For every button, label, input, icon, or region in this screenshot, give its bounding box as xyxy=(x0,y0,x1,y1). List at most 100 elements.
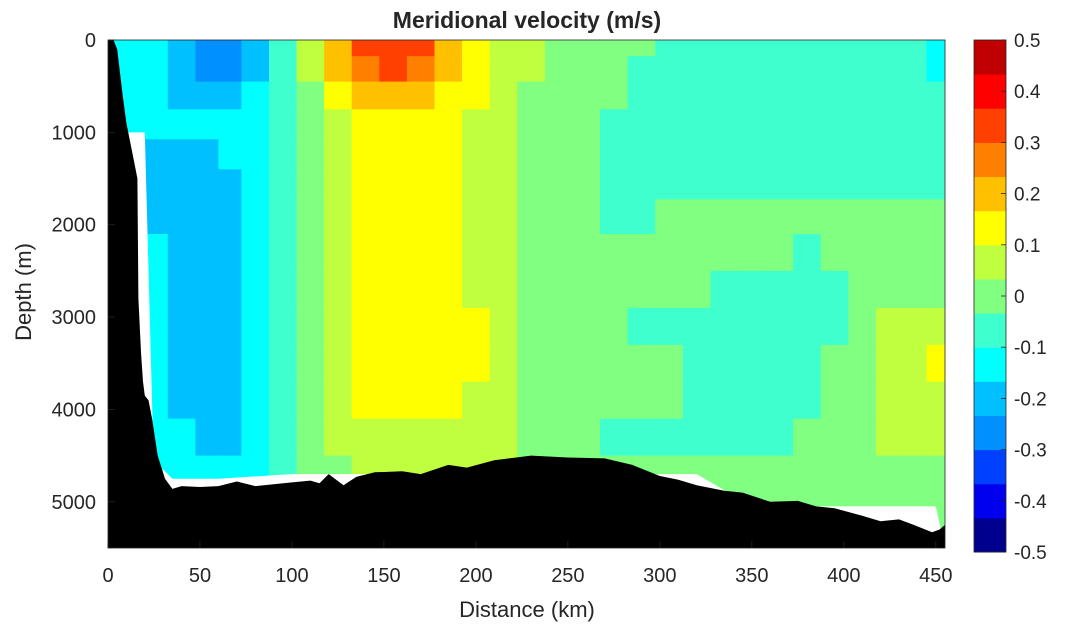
heatmap-cell xyxy=(324,381,353,420)
heatmap-cell xyxy=(765,234,794,272)
x-tick-label: 150 xyxy=(367,565,400,587)
heatmap-cell xyxy=(600,418,629,457)
heatmap-cell xyxy=(738,455,767,489)
heatmap-cell xyxy=(848,270,877,309)
heatmap-cell xyxy=(296,234,325,272)
heatmap-cell xyxy=(926,199,945,235)
x-tick-label: 300 xyxy=(643,565,676,587)
heatmap-cell xyxy=(627,169,656,200)
colorbar-segment xyxy=(974,244,1006,280)
y-tick-label: 4000 xyxy=(52,399,97,421)
heatmap-cell xyxy=(903,455,928,489)
heatmap-cell xyxy=(241,199,270,235)
colorbar-segment xyxy=(974,313,1006,348)
colorbar-segment xyxy=(974,74,1006,109)
heatmap-cell xyxy=(903,234,928,272)
heatmap-cell xyxy=(167,199,196,235)
heatmap-cell xyxy=(738,381,767,420)
heatmap-cell xyxy=(627,344,656,383)
heatmap-cell xyxy=(903,418,928,457)
heatmap-cell xyxy=(710,381,739,420)
heatmap-cell xyxy=(544,139,574,170)
heatmap-cell xyxy=(600,381,629,420)
heatmap-cell xyxy=(489,381,518,420)
heatmap-cell xyxy=(379,270,408,309)
heatmap-cell xyxy=(406,270,436,309)
heatmap-cell xyxy=(241,81,270,110)
heatmap-cell xyxy=(600,234,629,272)
heatmap-cell xyxy=(351,56,380,83)
heatmap-cell xyxy=(434,169,463,200)
heatmap-cell xyxy=(572,139,601,170)
heatmap-cell xyxy=(655,81,684,110)
heatmap-cell xyxy=(926,56,945,83)
plot-frame xyxy=(107,39,946,549)
heatmap-cell xyxy=(876,455,905,489)
heatmap-cell xyxy=(710,270,739,309)
heatmap-cell xyxy=(351,381,380,420)
bathymetry-seafloor xyxy=(108,40,945,548)
heatmap-cell xyxy=(489,139,518,170)
heatmap-cell xyxy=(167,81,196,110)
heatmap-cell xyxy=(406,234,436,272)
heatmap-cell xyxy=(241,169,270,200)
heatmap-cell xyxy=(600,169,629,200)
heatmap-cell xyxy=(241,418,270,457)
heatmap-cell xyxy=(195,381,219,420)
heatmap-cell xyxy=(218,169,242,200)
heatmap-cell xyxy=(682,418,712,457)
heatmap-cell xyxy=(241,344,270,383)
heatmap-cell xyxy=(572,418,601,457)
heatmap-cell xyxy=(793,234,822,272)
heatmap-cell xyxy=(876,307,905,346)
heatmap-cell xyxy=(655,418,684,457)
colorbar-segment xyxy=(974,347,1006,382)
heatmap-cell xyxy=(765,307,794,346)
y-tick-label: 2000 xyxy=(52,215,97,237)
heatmap-cell xyxy=(406,139,436,170)
heatmap-cell xyxy=(848,169,877,200)
heatmap-cell xyxy=(462,199,491,235)
heatmap-cell xyxy=(600,81,629,110)
heatmap-cell xyxy=(167,307,196,346)
heatmap-cell xyxy=(379,139,408,170)
heatmap-cell xyxy=(195,418,219,457)
heatmap-cell xyxy=(269,139,298,170)
heatmap-cell xyxy=(434,40,463,57)
heatmap-cell xyxy=(269,234,298,272)
heatmap-cell xyxy=(820,418,849,457)
heatmap-cell xyxy=(572,199,601,235)
heatmap-cell xyxy=(765,81,794,110)
heatmap-cell xyxy=(926,344,945,383)
heatmap-cell xyxy=(572,109,601,140)
heatmap-cell xyxy=(379,199,408,235)
y-axis-label: Depth (m) xyxy=(11,243,36,341)
heatmap-cell xyxy=(517,234,546,272)
heatmap-cell xyxy=(406,109,436,140)
heatmap-cell xyxy=(462,307,491,346)
heatmap-cell xyxy=(820,139,849,170)
heatmap-cell xyxy=(738,169,767,200)
heatmap-cell xyxy=(627,381,656,420)
colorbar-segment xyxy=(974,210,1006,246)
heatmap-cell xyxy=(434,418,463,457)
heatmap-cell xyxy=(241,270,270,309)
heatmap-cell xyxy=(710,169,739,200)
heatmap-cell xyxy=(655,40,684,57)
heatmap-cell xyxy=(544,381,574,420)
heatmap-cell xyxy=(655,270,684,309)
heatmap-cell xyxy=(269,344,298,383)
heatmap-cell xyxy=(167,109,196,140)
heatmap-cell xyxy=(738,56,767,83)
heatmap-cell xyxy=(167,381,196,420)
heatmap-cell xyxy=(848,199,877,235)
heatmap-cell xyxy=(876,418,905,457)
heatmap-cell xyxy=(195,40,219,57)
heatmap-cell xyxy=(544,40,574,57)
heatmap-cell xyxy=(627,199,656,235)
heatmap-cell xyxy=(140,56,169,83)
heatmap-cell xyxy=(269,381,298,420)
heatmap-cell xyxy=(738,109,767,140)
heatmap-cell xyxy=(269,81,298,110)
